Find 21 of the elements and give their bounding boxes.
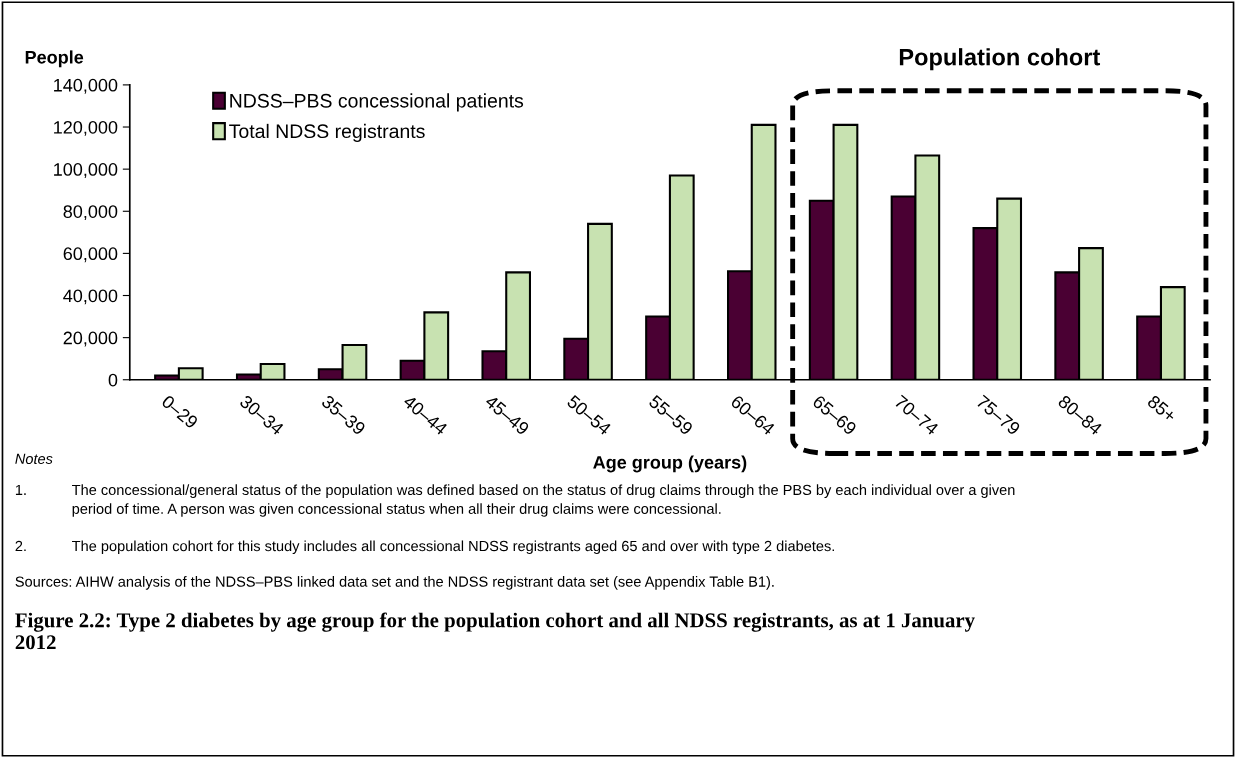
legend-label: NDSS–PBS concessional patients: [230, 93, 524, 112]
y-tick-label: 40,000: [63, 289, 118, 305]
y-tick-label: 20,000: [63, 331, 118, 347]
text: Notes: [15, 453, 53, 464]
text: The concessional/general status of the population was defined based on the status of drug claims through the PBS by each individual over a given period of time. A person was given concessional status when all their drug claims were concessional.: [72, 484, 1015, 517]
y-tick-label: 100,000: [54, 163, 118, 178]
y-tick-label: 140,000: [54, 78, 118, 94]
y-tick-label: 80,000: [63, 205, 118, 221]
text: 2.: [15, 540, 26, 552]
x-tick-label: 85+: [1146, 394, 1178, 423]
x-axis-title: Age group (years): [593, 455, 747, 473]
y-tick-label: 60,000: [63, 247, 118, 263]
text: Figure 2.2: Type 2 diabetes by age group for the population cohort and all NDSS registrants, as at 1 January 2012: [15, 612, 975, 650]
source-note: Sources: AIHW analysis of the NDSS–PBS linked data set and the NDSS registrant data set (see Appendix Table B1).: [15, 576, 774, 590]
y-axis-title: People: [25, 50, 84, 68]
legend-label: Total NDSS registrants: [229, 123, 425, 142]
y-tick-label: 0: [108, 373, 118, 387]
y-tick-label: 120,000: [54, 120, 118, 136]
text: 1.: [15, 484, 26, 495]
text: The population cohort for this study includes all concessional NDSS registrants aged 65 and over with type 2 diabetes.: [72, 540, 834, 555]
text: Population cohort: [899, 48, 1101, 71]
